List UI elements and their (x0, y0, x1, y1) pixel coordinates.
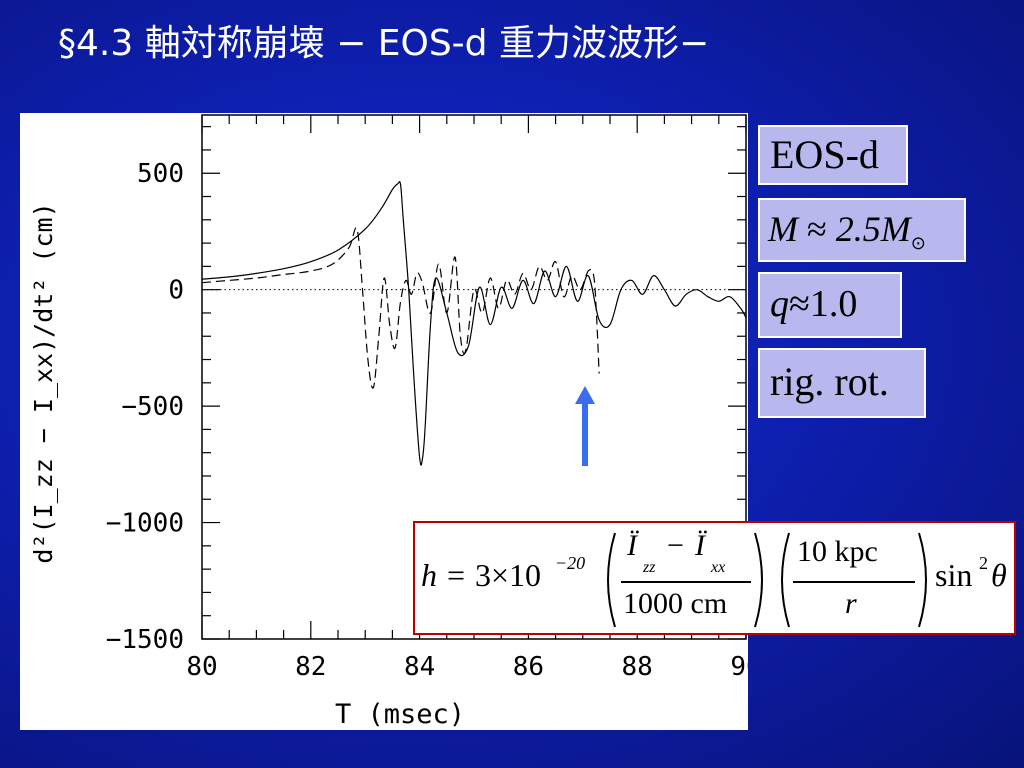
series-solid-line (201, 181, 747, 466)
strain-formula: h = 3×10 −20 Ï zz − Ï xx 1000 cm 10 kpc … (413, 521, 1016, 635)
denominator-r: r (845, 587, 857, 620)
rotation-text: rig. rot. (770, 359, 889, 404)
mass-label: M ≈ 2.5M⊙ (758, 198, 966, 262)
solar-mass-subscript: ⊙ (910, 233, 926, 254)
mass-symbol: M (768, 209, 798, 249)
slide-title: §4.3 軸対称崩壊 − EOS-d 重力波波形− (58, 23, 710, 64)
y-tick-label: −1500 (106, 625, 184, 655)
left-paren-1 (607, 532, 616, 628)
right-paren-1 (754, 532, 763, 628)
denominator-1: 1000 cm (623, 587, 728, 620)
numerator-term-2: Ï (695, 529, 705, 562)
x-tick-label: 88 (622, 652, 653, 682)
formula-sin-exponent: 2 (979, 553, 988, 573)
tick-labels: 80 82 84 86 88 90 500 0 −500 −1000 −1500 (106, 159, 748, 682)
q-symbol: q (770, 283, 789, 325)
y-tick-label: −500 (121, 392, 184, 422)
eos-label: EOS-d (758, 125, 908, 185)
series-dashed-line (201, 227, 600, 389)
numerator-sub-1: zz (643, 559, 656, 576)
eos-text: EOS-d (770, 132, 879, 177)
chart-svg: 8082848688905000−500−1000−1500 T (msec) … (29, 114, 748, 730)
left-paren-2 (781, 532, 790, 628)
numerator-term-1: Ï (627, 529, 637, 562)
y-axis-label: d²(I_zz − I_xx)/dt² (cm) (29, 202, 58, 563)
formula-theta: θ (991, 557, 1007, 593)
mass-approx: ≈ (807, 209, 827, 249)
q-label: q≈1.0 (758, 272, 902, 338)
fraction-bar-1 (621, 581, 751, 583)
x-axis-label: T (msec) (335, 699, 465, 730)
mass-value: 2.5M (835, 209, 911, 249)
fraction-bar-2 (793, 581, 915, 583)
q-value: ≈1.0 (789, 283, 858, 325)
arrow-up-icon (575, 386, 595, 466)
y-tick-label: 500 (137, 159, 184, 189)
x-tick-label: 82 (295, 652, 326, 682)
numerator-distance: 10 kpc (797, 535, 878, 568)
formula-exponent: −20 (555, 553, 586, 573)
y-tick-label: −1000 (106, 509, 184, 539)
right-paren-2 (918, 532, 927, 628)
gravitational-wave-plot: 8082848688905000−500−1000−1500 T (msec) … (20, 113, 748, 730)
x-tick-label: 80 (186, 652, 217, 682)
x-tick-label: 84 (404, 652, 435, 682)
rotation-label: rig. rot. (758, 348, 926, 418)
formula-coefficient: 3×10 (475, 557, 542, 593)
x-tick-label: 86 (513, 652, 544, 682)
numerator-sub-2: xx (711, 559, 726, 576)
y-tick-label: 0 (168, 276, 184, 306)
x-tick-label: 90 (730, 652, 748, 682)
y-axis-label-text: d²(I_zz − I_xx)/dt² (cm) (29, 202, 58, 563)
formula-equals: = (447, 557, 466, 593)
formula-sin: sin (935, 557, 973, 593)
formula-lhs: h (421, 557, 437, 593)
numerator-minus: − (667, 529, 684, 562)
